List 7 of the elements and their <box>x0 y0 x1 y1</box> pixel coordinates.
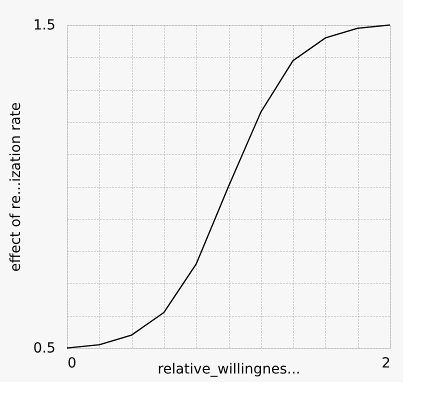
y-tick-label: 1.5 <box>33 18 56 34</box>
y-axis-title: effect of re...ization rate <box>8 102 24 272</box>
x-axis-title: relative_willingnes... <box>158 362 300 378</box>
line-series <box>66 24 391 349</box>
y-tick-label: 0.5 <box>33 340 56 356</box>
x-tick-label: 0 <box>68 356 76 372</box>
x-tick-label: 2 <box>382 356 390 372</box>
